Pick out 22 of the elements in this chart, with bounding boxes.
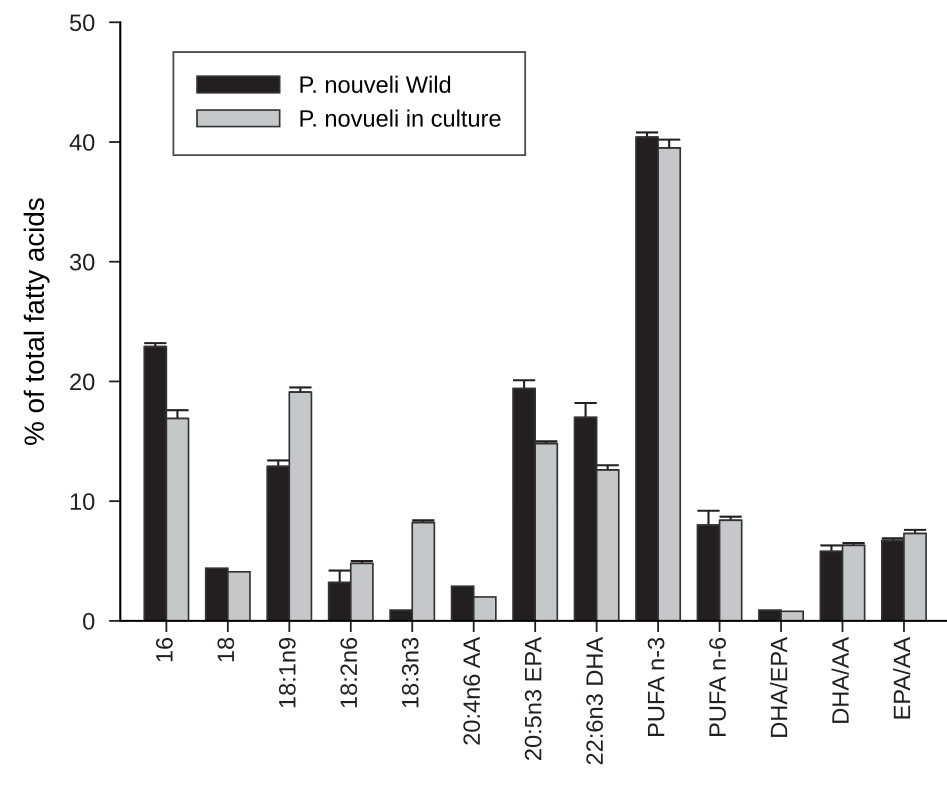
legend-label: P. nouveli Wild (300, 76, 450, 94)
x-tick-label: DHA/EPA (770, 636, 788, 737)
x-tick-label: 18 (217, 638, 234, 662)
x-tick-label: 20:4n6 AA (463, 636, 480, 745)
x-tick-label: 20:5n3 EPA (524, 636, 542, 760)
y-axis-title: % of total fatty acids (24, 198, 50, 445)
y-tick-label: 0 (83, 612, 94, 630)
legend-label: P. novueli in culture (300, 109, 501, 127)
x-tick-label: 18:2n6 (340, 638, 358, 708)
x-tick-label: EPA/AA (892, 636, 910, 718)
y-tick-label: 50 (70, 14, 94, 32)
x-tick-label: PUFA n-6 (709, 638, 726, 736)
y-tick-label: 30 (70, 254, 94, 271)
x-tick-label: DHA/AA (832, 636, 849, 723)
y-tick-label: 20 (70, 374, 94, 390)
x-tick-label: 18:1n9 (278, 638, 296, 708)
x-tick-label: PUFA n-3 (648, 638, 664, 736)
x-tick-label: 22:6n3 DHA (586, 636, 603, 764)
x-tick-label: 16 (156, 638, 173, 662)
y-tick-label: 40 (70, 134, 94, 151)
y-tick-label: 10 (70, 493, 94, 510)
x-tick-label: 18:3n3 (402, 638, 419, 708)
